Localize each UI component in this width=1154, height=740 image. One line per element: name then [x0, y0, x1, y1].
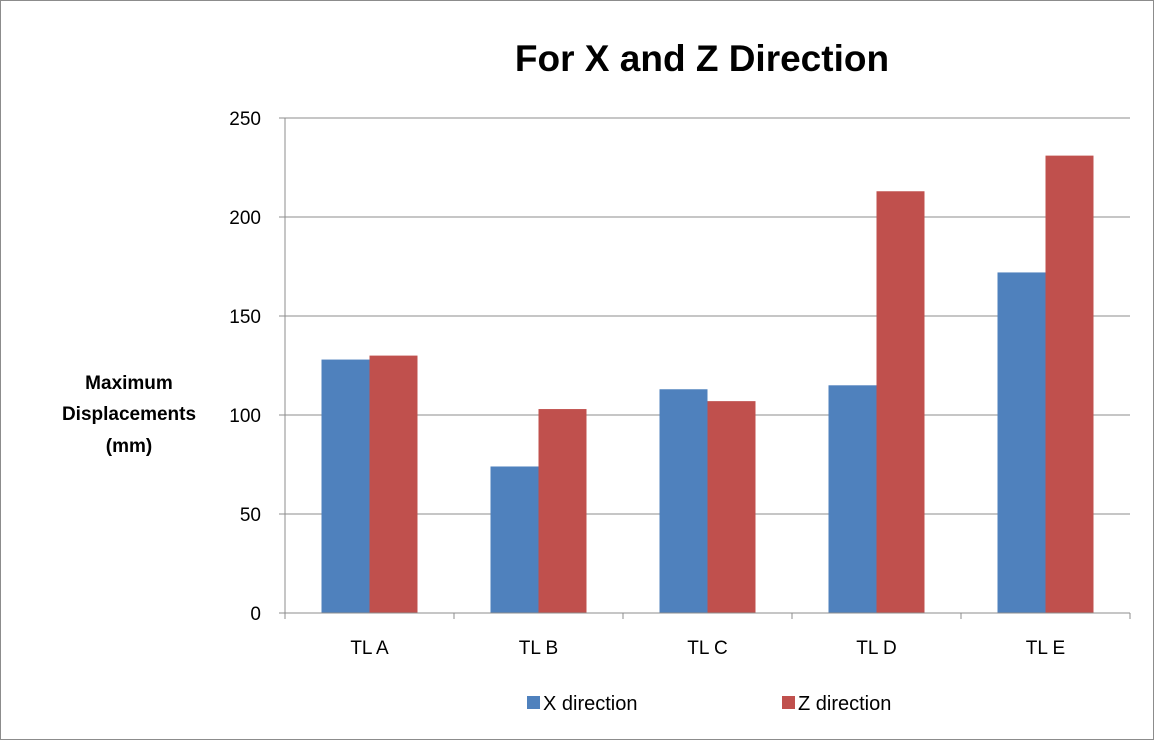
y-axis-label-line-2: Displacements — [62, 404, 196, 425]
y-tick-label: 0 — [250, 604, 261, 625]
y-axis-label-line-1: Maximum — [85, 373, 173, 394]
legend-swatch-z-direction — [782, 696, 795, 709]
y-tick-labels: 0 50 100 150 200 250 — [229, 109, 261, 625]
bar-z-direction-tl-b — [538, 409, 587, 613]
bar-x-direction-tl-e — [997, 272, 1046, 613]
bar-z-direction-tl-c — [707, 401, 756, 613]
bar-z-direction-tl-d — [876, 191, 925, 613]
bars — [285, 155, 1130, 614]
y-tick-label: 150 — [229, 307, 261, 328]
bar-x-direction-tl-d — [828, 385, 877, 613]
bar-x-direction-tl-b — [490, 466, 539, 613]
bar-z-direction-tl-e — [1045, 155, 1094, 613]
y-tick-label: 250 — [229, 109, 261, 130]
x-tick-label: TL D — [856, 638, 896, 659]
legend-swatch-x-direction — [527, 696, 540, 709]
bar-x-direction-tl-c — [659, 389, 708, 613]
legend-label: X direction — [543, 693, 638, 715]
legend-label: Z direction — [798, 693, 891, 715]
x-tick-labels: TL A TL B TL C TL D TL E — [350, 638, 1065, 659]
legend: X direction Z direction — [527, 693, 891, 715]
bar-z-direction-tl-a — [369, 355, 418, 613]
y-tick-label: 200 — [229, 208, 261, 229]
y-tick-label: 100 — [229, 406, 261, 427]
x-tick-label: TL E — [1026, 638, 1065, 659]
y-axis-label-line-3: (mm) — [106, 436, 152, 457]
bar-x-direction-tl-a — [321, 359, 370, 613]
x-tick-label: TL A — [350, 638, 389, 659]
chart-title: For X and Z Direction — [515, 38, 889, 79]
x-tick-label: TL B — [519, 638, 558, 659]
x-tick-label: TL C — [687, 638, 727, 659]
y-tick-label: 50 — [240, 505, 261, 526]
